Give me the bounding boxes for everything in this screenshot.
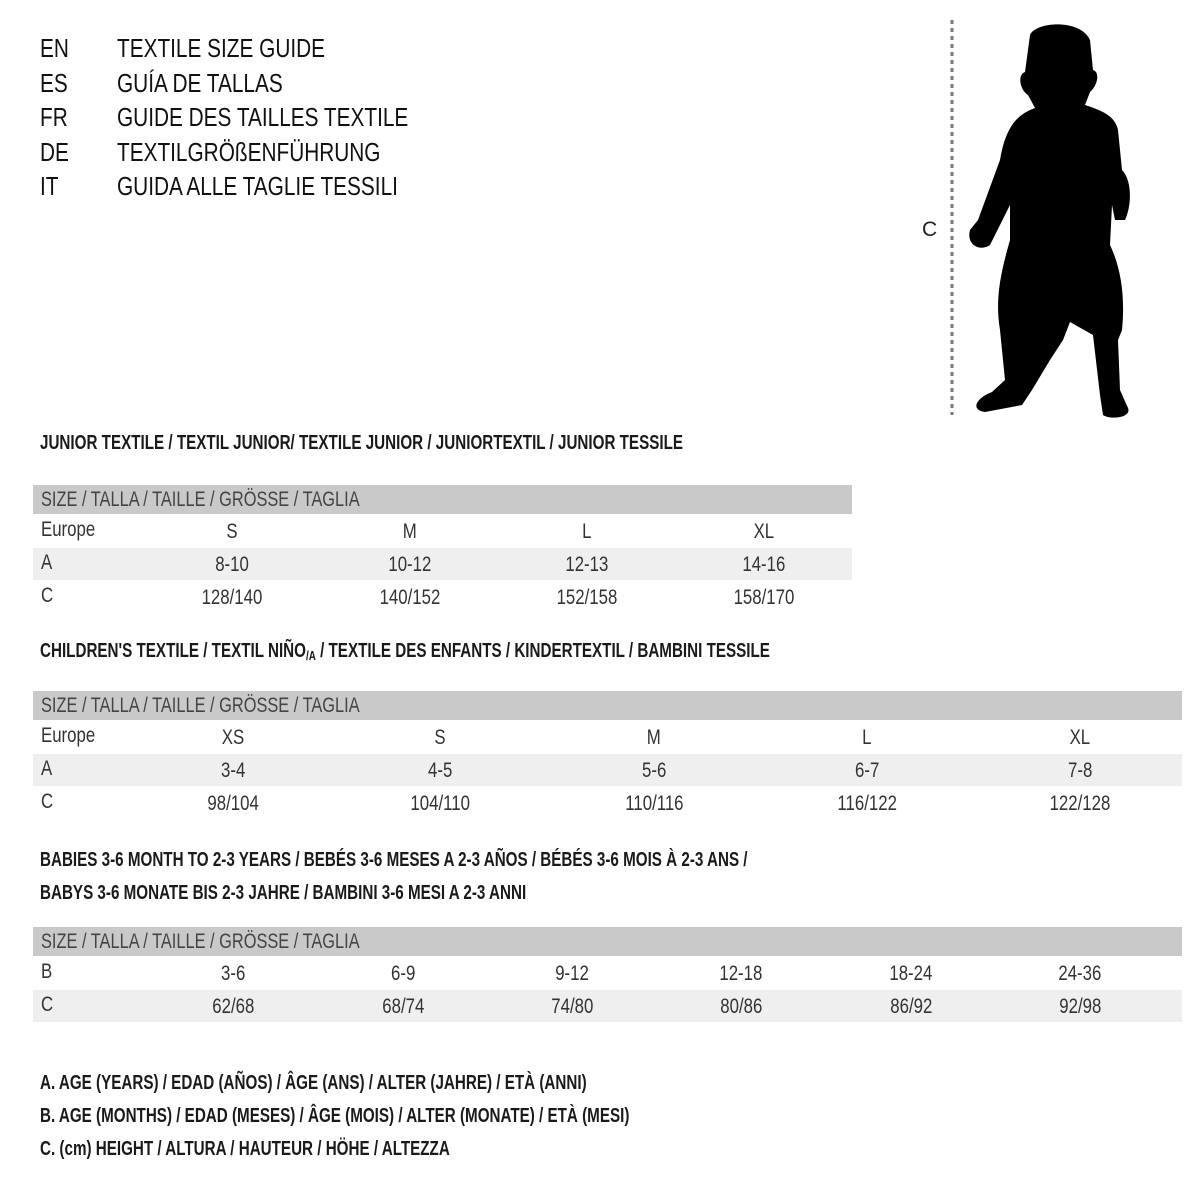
table-cell: 10-12 — [388, 553, 432, 576]
table-row: B 3-6 6-9 9-12 12-18 18-24 24-36 — [33, 957, 1182, 989]
children-heading: CHILDREN'S TEXTILE / TEXTIL NIÑO/A / TEX… — [40, 640, 1000, 663]
table-cell: 9-12 — [555, 962, 589, 985]
language-title: TEXTILE SIZE GUIDE — [117, 33, 326, 63]
table-cell: 62/68 — [211, 995, 255, 1018]
table-cell: 6-9 — [390, 962, 416, 985]
table-cell: 7-8 — [1067, 759, 1093, 782]
language-code: ES — [40, 67, 68, 98]
table-cell: XL — [1069, 726, 1091, 749]
language-title: GUIDA ALLE TAGLIE TESSILI — [117, 171, 398, 201]
table-cell: 3-6 — [220, 962, 246, 985]
table-cell: 24-36 — [1058, 962, 1102, 985]
junior-heading: JUNIOR TEXTILE / TEXTIL JUNIOR/ TEXTILE … — [40, 432, 886, 455]
height-label: C — [922, 218, 938, 241]
table-cell: L — [582, 520, 592, 543]
height-figure: C — [900, 10, 1160, 430]
children-heading-text: CHILDREN'S TEXTILE / TEXTIL NIÑO — [40, 640, 306, 662]
babies-heading-line1: BABIES 3-6 MONTH TO 2-3 YEARS / BEBÉS 3-… — [40, 849, 971, 872]
table-cell: S — [226, 520, 238, 543]
junior-heading-text: JUNIOR TEXTILE / TEXTIL JUNIOR/ TEXTILE … — [40, 432, 683, 454]
language-code: DE — [40, 136, 69, 167]
row-label: A — [41, 757, 53, 780]
table-cell: 4-5 — [427, 759, 453, 782]
child-silhouette-icon — [950, 20, 1130, 418]
table-header: SIZE / TALLA / TAILLE / GRÖSSE / TAGLIA — [33, 485, 852, 514]
table-cell: 110/116 — [624, 792, 684, 815]
table-cell: 80/86 — [719, 995, 763, 1018]
row-label: B — [41, 960, 53, 983]
legend-note: C. (cm) HEIGHT / ALTURA / HAUTEUR / HÖHE… — [40, 1138, 450, 1160]
table-row: C 62/68 68/74 74/80 80/86 86/92 92/98 — [33, 990, 1182, 1022]
table-row: A 3-4 4-5 5-6 6-7 7-8 — [33, 754, 1182, 786]
row-label: C — [41, 993, 54, 1016]
language-title: GUIDE DES TAILLES TEXTILE — [117, 102, 409, 132]
language-code: FR — [40, 102, 68, 132]
babies-heading-text: BABIES 3-6 MONTH TO 2-3 YEARS / BEBÉS 3-… — [40, 849, 748, 871]
table-cell: 68/74 — [381, 995, 425, 1018]
table-cell: XL — [753, 520, 775, 543]
table-cell: 86/92 — [889, 995, 933, 1018]
table-cell: 158/170 — [733, 586, 795, 609]
legend-note: A. AGE (YEARS) / EDAD (AÑOS) / ÂGE (ANS)… — [40, 1072, 587, 1094]
row-label: Europe — [41, 518, 96, 541]
children-size-table: SIZE / TALLA / TAILLE / GRÖSSE / TAGLIA … — [33, 691, 1182, 819]
table-cell: 140/152 — [379, 586, 441, 609]
table-cell: 18-24 — [889, 962, 933, 985]
table-cell: 122/128 — [1049, 792, 1111, 815]
table-cell: 74/80 — [550, 995, 594, 1018]
table-row: Europe XS S M L XL — [33, 721, 1182, 753]
row-label: A — [41, 551, 53, 574]
table-cell: 14-16 — [742, 553, 786, 576]
table-cell: 128/140 — [201, 586, 263, 609]
table-cell: 92/98 — [1058, 995, 1102, 1018]
table-cell: 8-10 — [215, 553, 249, 576]
table-cell: 116/122 — [837, 792, 897, 815]
table-cell: XS — [221, 726, 245, 749]
children-heading-text-rest: / TEXTILE DES ENFANTS / KINDERTEXTIL / B… — [315, 640, 770, 662]
language-title: TEXTILGRÖßENFÜHRUNG — [117, 136, 381, 167]
row-label: Europe — [41, 724, 96, 747]
babies-heading-text: BABYS 3-6 MONATE BIS 2-3 JAHRE / BAMBINI… — [40, 882, 527, 904]
table-cell: 6-7 — [854, 759, 880, 782]
language-title: GUÍA DE TALLAS — [117, 67, 283, 98]
table-cell: L — [862, 726, 872, 749]
table-cell: S — [434, 726, 446, 749]
table-row: A 8-10 10-12 12-13 14-16 — [33, 548, 852, 580]
table-header: SIZE / TALLA / TAILLE / GRÖSSE / TAGLIA — [33, 927, 1182, 956]
table-header: SIZE / TALLA / TAILLE / GRÖSSE / TAGLIA — [33, 691, 1182, 720]
babies-size-table: SIZE / TALLA / TAILLE / GRÖSSE / TAGLIA … — [33, 927, 1182, 1022]
table-cell: M — [403, 520, 417, 543]
table-cell: M — [647, 726, 661, 749]
junior-size-table: SIZE / TALLA / TAILLE / GRÖSSE / TAGLIA … — [33, 485, 852, 613]
row-label: C — [41, 584, 54, 607]
table-row: Europe S M L XL — [33, 515, 852, 547]
table-cell: 104/110 — [410, 792, 470, 815]
table-cell: 12-13 — [565, 553, 609, 576]
language-code: EN — [40, 33, 69, 63]
table-cell: 98/104 — [207, 792, 259, 815]
row-label: C — [41, 790, 54, 813]
table-row: C 128/140 140/152 152/158 158/170 — [33, 581, 852, 613]
table-cell: 152/158 — [556, 586, 618, 609]
table-cell: 12-18 — [719, 962, 763, 985]
babies-heading-line2: BABYS 3-6 MONATE BIS 2-3 JAHRE / BAMBINI… — [40, 882, 680, 905]
table-row: C 98/104 104/110 110/116 116/122 122/128 — [33, 787, 1182, 819]
legend-note: B. AGE (MONTHS) / EDAD (MESES) / ÂGE (MO… — [40, 1105, 630, 1127]
children-heading-subscript: /A — [305, 648, 316, 663]
table-cell: 5-6 — [641, 759, 667, 782]
language-code: IT — [40, 171, 59, 201]
table-cell: 3-4 — [220, 759, 246, 782]
